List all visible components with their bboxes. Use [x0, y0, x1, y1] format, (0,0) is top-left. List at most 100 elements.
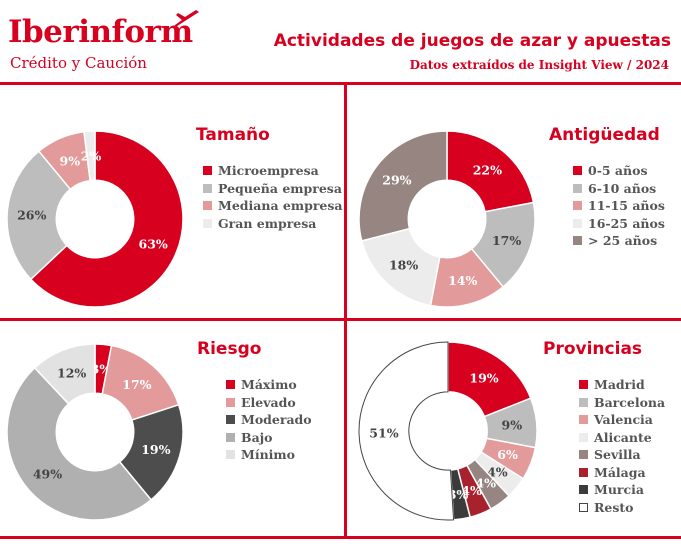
legend-swatch — [226, 397, 235, 407]
legend-item-bajo: Bajo — [226, 429, 312, 447]
legend-label: Valencia — [594, 412, 653, 428]
legend-swatch — [573, 201, 582, 211]
plane-icon — [174, 10, 199, 28]
legend-item-madrid: Madrid — [579, 376, 665, 394]
data-label-11-15-anos: 14% — [448, 273, 477, 288]
legend-label: Mediana empresa — [218, 198, 343, 214]
legend-item-minimo: Mínimo — [226, 446, 312, 464]
legend-swatch — [573, 236, 582, 246]
brand-name: Iberinform — [8, 14, 193, 50]
legend-item-11-15-anos: 11-15 años — [573, 197, 665, 215]
legend-label: Gran empresa — [218, 215, 317, 231]
brand-subtitle: Crédito y Caución — [10, 54, 147, 72]
legend-provincias: Madrid Barcelona Valencia Alicante Sevilla Má… — [579, 376, 665, 516]
divider-middle — [0, 318, 681, 321]
legend-label: Elevado — [241, 394, 296, 410]
divider-bottom — [0, 536, 681, 539]
slice-elevado — [101, 344, 180, 421]
legend-swatch — [579, 432, 588, 442]
legend-label: Microempresa — [218, 163, 319, 179]
legend-label: Sevilla — [594, 447, 641, 463]
donut-chart-riesgo: 3%17%19%49%12% — [6, 343, 184, 521]
legend-item-microempresa: Microempresa — [203, 162, 343, 180]
legend-label: 6-10 años — [588, 180, 657, 196]
data-label-valencia: 6% — [497, 447, 518, 462]
slice-pequena-empresa — [6, 150, 72, 281]
page-subtitle: Datos extraídos de Insight View / 2024 — [409, 58, 669, 72]
data-label-murcia: 3% — [448, 487, 469, 502]
legend-label: 16-25 años — [588, 215, 665, 231]
legend-item-gran-empresa: Gran empresa — [203, 215, 343, 233]
legend-swatch — [203, 183, 212, 193]
donut-chart-antiguedad: 22% 17% 14% 18% 29% — [358, 130, 536, 308]
data-label-minimo: 12% — [57, 366, 86, 381]
data-label-0-5-anos: 22% — [473, 163, 502, 178]
data-label-microempresa: 63% — [139, 237, 168, 252]
legend-label: Pequeña empresa — [218, 180, 342, 196]
legend-item-6-10-anos: 6-10 años — [573, 180, 665, 198]
legend-swatch — [579, 397, 588, 407]
legend-item-resto: Resto — [579, 499, 665, 517]
data-label-gran-empresa: 2% — [81, 148, 102, 163]
legend-label: Resto — [594, 499, 634, 515]
data-label-mediana-empresa: 9% — [60, 153, 81, 168]
slice-resto — [358, 341, 455, 521]
data-label-16-25-anos: 18% — [389, 258, 418, 273]
legend-label: Málaga — [594, 464, 646, 480]
legend-swatch — [579, 415, 588, 425]
slice-gran-empresa — [83, 130, 96, 182]
chart-title-tamano: Tamaño — [196, 125, 270, 145]
divider-top — [0, 82, 681, 85]
slice-6-10-anos — [470, 201, 536, 288]
legend-label: 11-15 años — [588, 198, 665, 214]
slice-madrid — [447, 341, 532, 418]
legend-swatch — [203, 218, 212, 228]
legend-item-elevado: Elevado — [226, 394, 312, 412]
legend-swatch — [579, 450, 588, 460]
data-label-alicante: 4% — [487, 464, 508, 479]
legend-swatch — [226, 432, 235, 442]
data-label-6-10-anos: 17% — [492, 233, 521, 248]
donut-chart-provincias: 19%9%6%4%4%4%3%51% — [358, 341, 538, 521]
legend-riesgo: Máximo Elevado Moderado Bajo Mínimo — [226, 376, 312, 464]
legend-swatch — [226, 380, 235, 390]
legend-label: Máximo — [241, 377, 297, 393]
legend-swatch — [203, 166, 212, 176]
legend-swatch — [573, 166, 582, 176]
legend-item-0-5-anos: 0-5 años — [573, 162, 665, 180]
legend-item-sevilla: Sevilla — [579, 446, 665, 464]
legend-label: > 25 años — [588, 233, 658, 249]
legend-item-alicante: Alicante — [579, 429, 665, 447]
slice-25-anos — [358, 130, 448, 242]
legend-swatch — [579, 467, 588, 477]
legend-swatch — [579, 485, 588, 495]
legend-swatch — [579, 380, 588, 390]
legend-item-barcelona: Barcelona — [579, 394, 665, 412]
data-label-barcelona: 9% — [502, 417, 523, 432]
legend-item-murcia: Murcia — [579, 481, 665, 499]
data-label-elevado: 17% — [122, 377, 151, 392]
data-label-malaga: 4% — [461, 483, 482, 498]
legend-item-mediana-empresa: Mediana empresa — [203, 197, 343, 215]
donut-chart-tamano: 63% 26% 9% 2% — [6, 130, 184, 308]
legend-label: Madrid — [594, 377, 645, 393]
legend-label: Bajo — [241, 429, 273, 445]
data-label-bajo: 49% — [33, 466, 62, 481]
legend-swatch — [203, 201, 212, 211]
legend-antiguedad: 0-5 años 6-10 años 11-15 años 16-25 años > 2… — [573, 162, 665, 250]
legend-swatch — [579, 502, 588, 512]
divider-vertical — [344, 82, 347, 539]
legend-item-maximo: Máximo — [226, 376, 312, 394]
legend-item-25-anos: > 25 años — [573, 232, 665, 250]
legend-label: Mínimo — [241, 447, 295, 463]
slice-0-5-anos — [446, 130, 535, 213]
page-title: Actividades de juegos de azar y apuestas — [273, 31, 671, 51]
legend-label: 0-5 años — [588, 163, 648, 179]
legend-item-16-25-anos: 16-25 años — [573, 215, 665, 233]
slice-microempresa — [29, 130, 184, 308]
legend-label: Barcelona — [594, 394, 666, 410]
legend-item-malaga: Málaga — [579, 464, 665, 482]
data-label-pequena-empresa: 26% — [17, 208, 46, 223]
data-label-sevilla: 4% — [475, 475, 496, 490]
legend-item-pequena-empresa: Pequeña empresa — [203, 180, 343, 198]
